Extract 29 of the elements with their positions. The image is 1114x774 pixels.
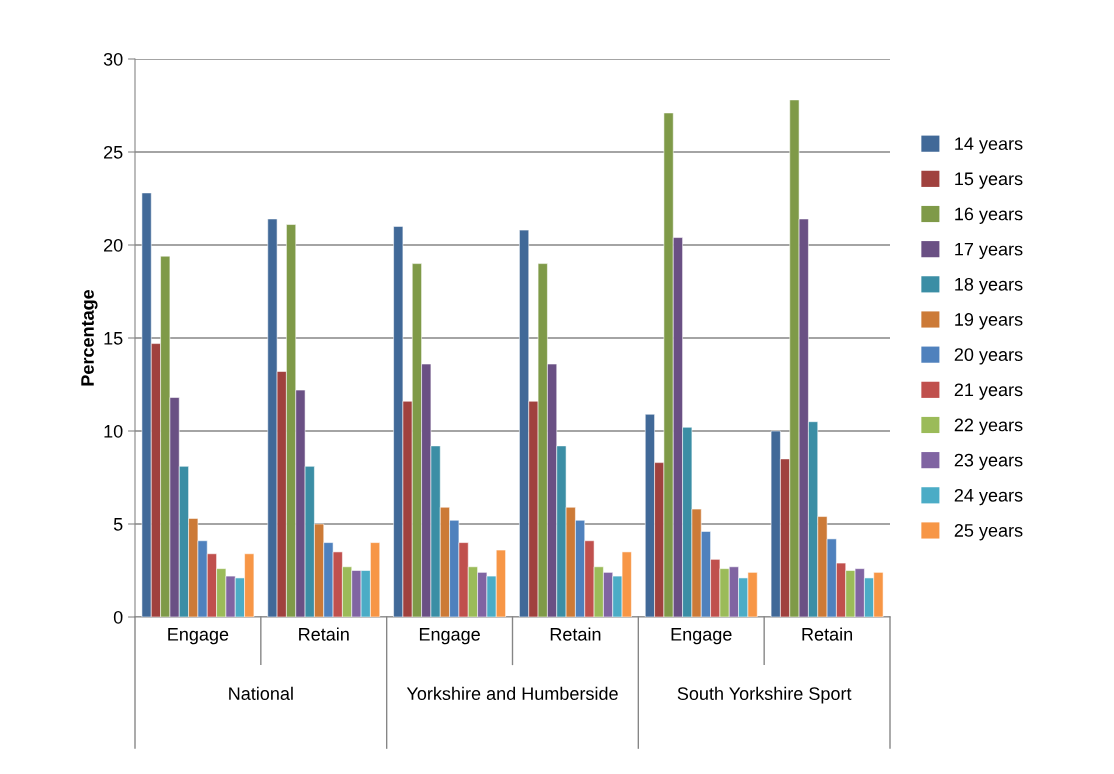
x-tick-label: Retain	[802, 627, 853, 641]
y-tick-label: 20	[104, 238, 123, 252]
x-tick-label: Retain	[550, 627, 601, 641]
legend-label: 22 years	[954, 418, 1023, 435]
y-tick-label: 15	[104, 332, 123, 345]
x-tick-label: Engage	[419, 628, 480, 645]
legend-label: 16 years	[955, 207, 1023, 224]
legend-label: 25 years	[954, 524, 1023, 541]
legend-label: 24 years	[954, 488, 1023, 506]
x-tick-label: Retain	[299, 627, 349, 641]
text: National	[229, 686, 293, 701]
y-tick-label: 30	[103, 52, 123, 66]
text: South Yorkshire Sport	[677, 686, 852, 704]
y-tick-label: 5	[113, 518, 123, 531]
legend-label: 23 years	[954, 453, 1023, 471]
y-tick-label: 10	[104, 424, 123, 438]
legend-label: 20 years	[954, 348, 1023, 365]
y-tick-label: 25	[104, 145, 123, 159]
legend-label: 17 years	[955, 242, 1023, 260]
y-axis-title: Percentage	[81, 289, 98, 386]
legend-label: 14 years	[955, 137, 1023, 154]
legend-label: 21 years	[954, 383, 1023, 400]
text: Yorkshire and Humberside	[406, 686, 618, 701]
legend-label: 15 years	[955, 172, 1023, 189]
legend-label: 18 years	[955, 277, 1023, 295]
y-tick-label: 0	[113, 610, 123, 624]
legend-label: 19 years	[955, 313, 1023, 330]
x-tick-label: Engage	[671, 628, 732, 645]
x-tick-label: Engage	[168, 628, 229, 645]
